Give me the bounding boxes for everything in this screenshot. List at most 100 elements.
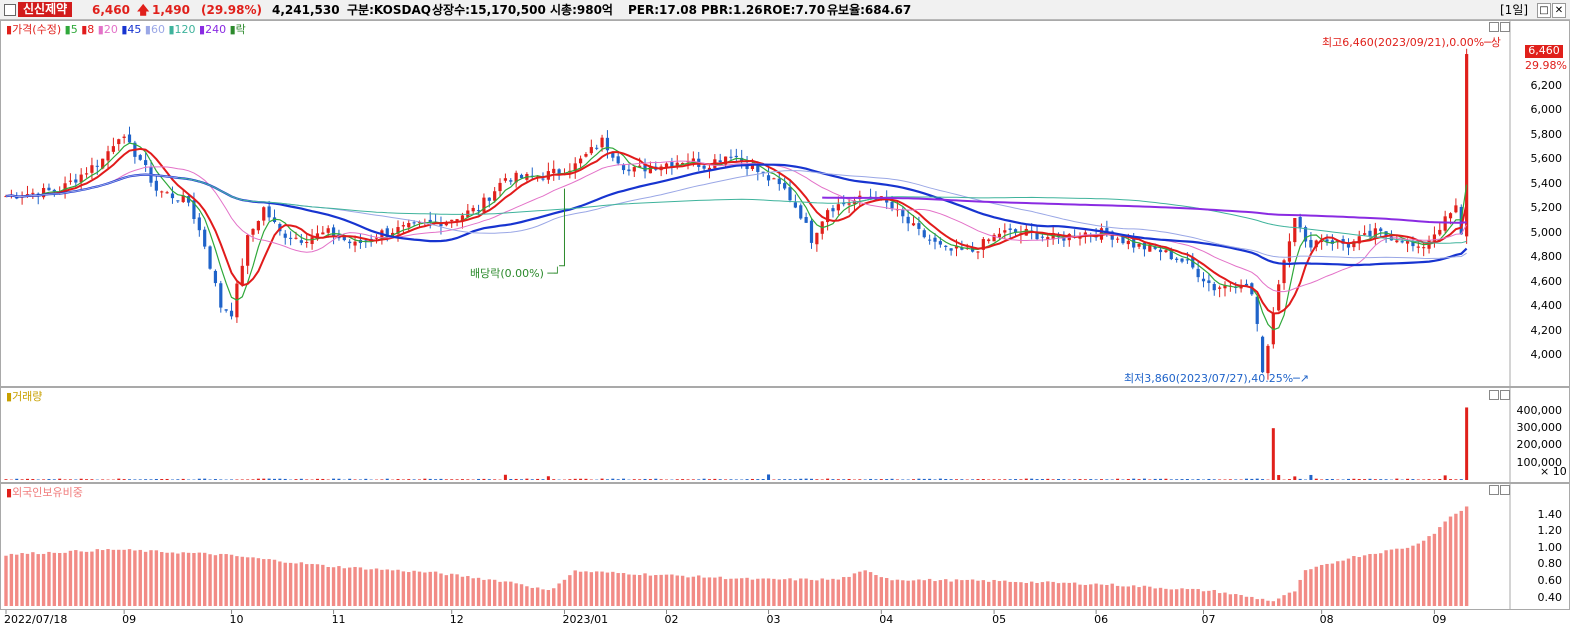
candle-body <box>1035 232 1039 240</box>
foreign-ratio-bar <box>927 578 932 606</box>
panel-close-button[interactable] <box>1500 390 1510 400</box>
candle-body <box>342 236 346 241</box>
maximize-button[interactable]: □ <box>1537 3 1551 18</box>
foreign-ratio-bar <box>192 552 196 606</box>
candle-body <box>326 228 330 233</box>
foreign-ratio-bar <box>750 579 755 606</box>
panel-close-button[interactable] <box>1500 22 1510 32</box>
price-legend: ▮가격(수정) ▮5 ▮8 ▮20 ▮45 ▮60 ▮120 ▮240 ▮락 <box>6 23 246 36</box>
volume-bar <box>697 479 701 480</box>
candle-body <box>992 234 996 242</box>
foreign-ratio-bar <box>895 579 900 606</box>
foreign-ratio-bar <box>63 552 67 606</box>
foreign-ratio-bar <box>1255 599 1259 606</box>
candle-body <box>1287 241 1292 262</box>
foreign-ratio-bar <box>842 577 846 606</box>
candle-body <box>213 270 218 284</box>
volume-bar <box>117 478 121 480</box>
foreign-ratio-bar <box>1405 547 1410 606</box>
volume-bar <box>659 479 663 480</box>
volume-bar <box>1250 478 1254 480</box>
foreign-ratio-bar <box>600 571 604 606</box>
foreign-ratio-bar <box>1132 585 1136 606</box>
foreign-ratio-bar <box>1395 548 1399 606</box>
foreign-ratio-bar <box>428 571 432 606</box>
candle-body <box>1008 228 1012 230</box>
period-button[interactable]: [1일] <box>1500 3 1529 17</box>
foreign-ratio-bar <box>1309 569 1313 606</box>
panel-minimize-button[interactable] <box>1489 485 1499 495</box>
volume-bar <box>734 479 738 480</box>
close-button[interactable]: ✕ <box>1552 3 1566 18</box>
volume-unit: × 10 <box>1540 465 1567 478</box>
foreign-ratio-bar <box>831 578 835 606</box>
foreign-ratio-bar <box>584 571 588 606</box>
checkbox[interactable] <box>4 4 16 16</box>
foreign-ratio-bar <box>1341 560 1345 606</box>
foreign-ratio-bar <box>358 567 363 606</box>
foreign-ratio-bar <box>1142 585 1147 606</box>
candle-body <box>1207 280 1211 284</box>
x-tick-label: 12 <box>449 613 464 626</box>
foreign-ratio-bar <box>229 554 234 606</box>
foreign-ratio-bar <box>1083 584 1088 606</box>
foreign-ratio-bar <box>299 562 304 606</box>
volume-bar <box>584 478 588 480</box>
candle-body <box>224 309 228 311</box>
foreign-ratio-bar <box>165 552 169 606</box>
volume-bar <box>1379 479 1383 480</box>
panel-close-button[interactable] <box>1500 485 1510 495</box>
market-type: 구분:KOSDAQ <box>347 3 431 17</box>
foreign-ratio-bar <box>1379 553 1383 606</box>
volume-bar <box>815 479 819 480</box>
x-tick-label: 09 <box>122 613 137 626</box>
volume-bar <box>826 478 830 480</box>
foreign-ratio-bar <box>664 574 669 606</box>
foreign-ratio-bar <box>1330 563 1335 606</box>
candle-body <box>1040 236 1045 238</box>
candle-body <box>691 158 695 164</box>
foreign-ratio-bar <box>1368 554 1372 606</box>
candle-body <box>605 137 610 151</box>
foreign-ratio-bar <box>718 576 722 606</box>
foreign-ratio-bar <box>788 578 792 606</box>
volume-tick-label: 400,000 <box>1516 403 1563 417</box>
candle-body <box>777 178 781 185</box>
ma5-line <box>5 142 1468 331</box>
candle-body <box>1260 336 1265 373</box>
foreign-ratio-bar <box>729 578 733 606</box>
volume-bar <box>514 478 518 480</box>
foreign-ratio-bar <box>761 578 765 606</box>
foreign-ratio-bar <box>1019 582 1023 606</box>
candle-body <box>1341 239 1345 244</box>
volume-bar <box>133 479 137 480</box>
foreign-ratio-bar <box>417 571 422 606</box>
per: PER:17.08 <box>628 3 697 17</box>
volume-bar <box>1105 479 1109 480</box>
foreign-ratio-bar <box>288 562 293 606</box>
volume-bar <box>455 479 459 480</box>
candle-body <box>251 228 255 235</box>
candle-body <box>707 167 712 171</box>
volume-bar <box>1218 479 1222 480</box>
volume-bar <box>1287 479 1291 480</box>
candle-body <box>1346 242 1351 248</box>
foreign-ratio-bar <box>1078 584 1082 606</box>
foreign-ratio-bar <box>433 571 438 606</box>
candle-body <box>41 187 46 198</box>
candle-body <box>997 233 1002 238</box>
foreign-ratio-bar <box>707 577 712 606</box>
candle-body <box>1003 230 1007 233</box>
foreign-ratio-bar <box>825 579 830 606</box>
panel-minimize-button[interactable] <box>1489 22 1499 32</box>
panel-minimize-button[interactable] <box>1489 390 1499 400</box>
foreign-ratio-bar <box>1217 593 1222 606</box>
foreign-ratio-bar <box>213 555 218 606</box>
foreign-ratio-bar <box>1287 592 1292 606</box>
stock-name[interactable]: 신신제약 <box>18 2 73 17</box>
volume-bar <box>1234 479 1238 480</box>
candle-body <box>176 200 180 202</box>
foreign-ratio-bar <box>353 566 357 606</box>
foreign-ratio-bar <box>799 578 803 606</box>
